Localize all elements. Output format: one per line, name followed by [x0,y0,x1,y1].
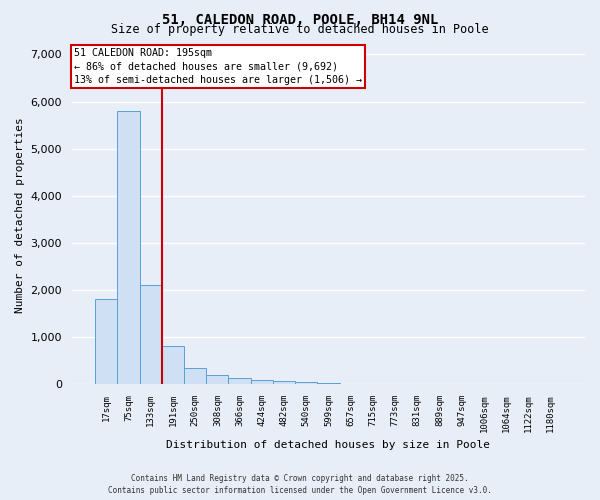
Bar [95,300,118,384]
Bar [162,346,184,385]
Bar [206,375,229,384]
Text: 51 CALEDON ROAD: 195sqm
← 86% of detached houses are smaller (9,692)
13% of semi: 51 CALEDON ROAD: 195sqm ← 86% of detache… [74,48,362,85]
Bar [140,286,162,384]
Bar [273,382,295,384]
Bar [184,368,206,384]
Text: Size of property relative to detached houses in Poole: Size of property relative to detached ho… [111,22,489,36]
Bar [295,382,317,384]
Text: Contains HM Land Registry data © Crown copyright and database right 2025.
Contai: Contains HM Land Registry data © Crown c… [108,474,492,495]
Bar [251,380,273,384]
X-axis label: Distribution of detached houses by size in Poole: Distribution of detached houses by size … [166,440,490,450]
Text: 51, CALEDON ROAD, POOLE, BH14 9NL: 51, CALEDON ROAD, POOLE, BH14 9NL [162,12,438,26]
Y-axis label: Number of detached properties: Number of detached properties [15,117,25,312]
Bar [118,111,140,384]
Bar [229,378,251,384]
